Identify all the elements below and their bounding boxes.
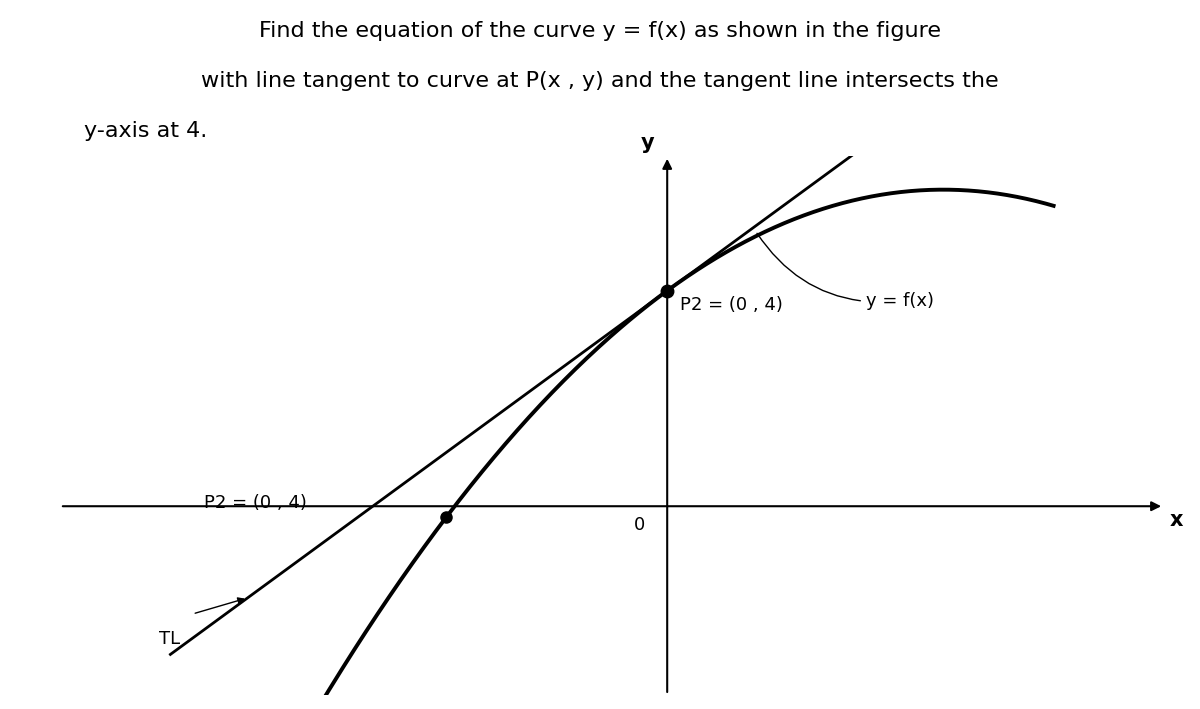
Text: 0: 0	[634, 516, 646, 534]
Text: P2 = (0 , 4): P2 = (0 , 4)	[204, 493, 306, 512]
Text: Find the equation of the curve y = f(x) as shown in the figure: Find the equation of the curve y = f(x) …	[259, 21, 941, 41]
Text: with line tangent to curve at P(x , y) and the tangent line intersects the: with line tangent to curve at P(x , y) a…	[202, 71, 998, 91]
Text: y: y	[641, 133, 654, 153]
Text: P2 = (0 , 4): P2 = (0 , 4)	[680, 296, 784, 314]
Text: y = f(x): y = f(x)	[757, 233, 934, 311]
Text: y-axis at 4.: y-axis at 4.	[84, 121, 208, 140]
Text: x: x	[1170, 510, 1183, 530]
Text: TL: TL	[160, 630, 180, 648]
